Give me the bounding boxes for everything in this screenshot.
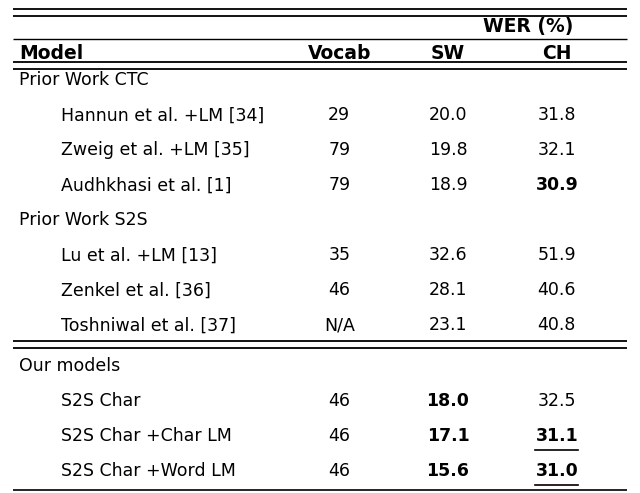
Text: WER (%): WER (%)	[483, 17, 573, 35]
Text: 30.9: 30.9	[536, 176, 578, 194]
Text: Model: Model	[19, 44, 83, 63]
Text: 19.8: 19.8	[429, 141, 467, 159]
Text: Zenkel et al. [36]: Zenkel et al. [36]	[61, 282, 211, 299]
Text: S2S Char +Word LM: S2S Char +Word LM	[61, 461, 236, 480]
Text: 32.1: 32.1	[538, 141, 576, 159]
Text: 18.0: 18.0	[427, 391, 469, 410]
Text: 20.0: 20.0	[429, 106, 467, 124]
Text: 35: 35	[328, 246, 350, 264]
Text: SW: SW	[431, 44, 465, 63]
Text: Our models: Our models	[19, 356, 120, 375]
Text: Prior Work CTC: Prior Work CTC	[19, 71, 149, 89]
Text: 23.1: 23.1	[429, 317, 467, 334]
Text: Audhkhasi et al. [1]: Audhkhasi et al. [1]	[61, 176, 231, 194]
Text: 31.8: 31.8	[538, 106, 576, 124]
Text: 32.6: 32.6	[429, 246, 467, 264]
Text: S2S Char +Char LM: S2S Char +Char LM	[61, 426, 232, 445]
Text: 17.1: 17.1	[427, 426, 469, 445]
Text: 46: 46	[328, 461, 350, 480]
Text: N/A: N/A	[324, 317, 355, 334]
Text: 46: 46	[328, 282, 350, 299]
Text: 15.6: 15.6	[427, 461, 469, 480]
Text: 46: 46	[328, 426, 350, 445]
Text: 28.1: 28.1	[429, 282, 467, 299]
Text: 29: 29	[328, 106, 350, 124]
Text: 79: 79	[328, 141, 350, 159]
Text: 31.0: 31.0	[536, 461, 578, 480]
Text: 46: 46	[328, 391, 350, 410]
Text: 31.1: 31.1	[536, 426, 578, 445]
Text: CH: CH	[542, 44, 572, 63]
Text: S2S Char: S2S Char	[61, 391, 140, 410]
Text: Toshniwal et al. [37]: Toshniwal et al. [37]	[61, 317, 236, 334]
Text: Lu et al. +LM [13]: Lu et al. +LM [13]	[61, 246, 217, 264]
Text: Hannun et al. +LM [34]: Hannun et al. +LM [34]	[61, 106, 264, 124]
Text: 79: 79	[328, 176, 350, 194]
Text: 51.9: 51.9	[538, 246, 576, 264]
Text: 32.5: 32.5	[538, 391, 576, 410]
Text: Prior Work S2S: Prior Work S2S	[19, 211, 148, 229]
Text: 40.8: 40.8	[538, 317, 576, 334]
Text: 40.6: 40.6	[538, 282, 576, 299]
Text: Zweig et al. +LM [35]: Zweig et al. +LM [35]	[61, 141, 250, 159]
Text: 18.9: 18.9	[429, 176, 467, 194]
Text: Vocab: Vocab	[307, 44, 371, 63]
